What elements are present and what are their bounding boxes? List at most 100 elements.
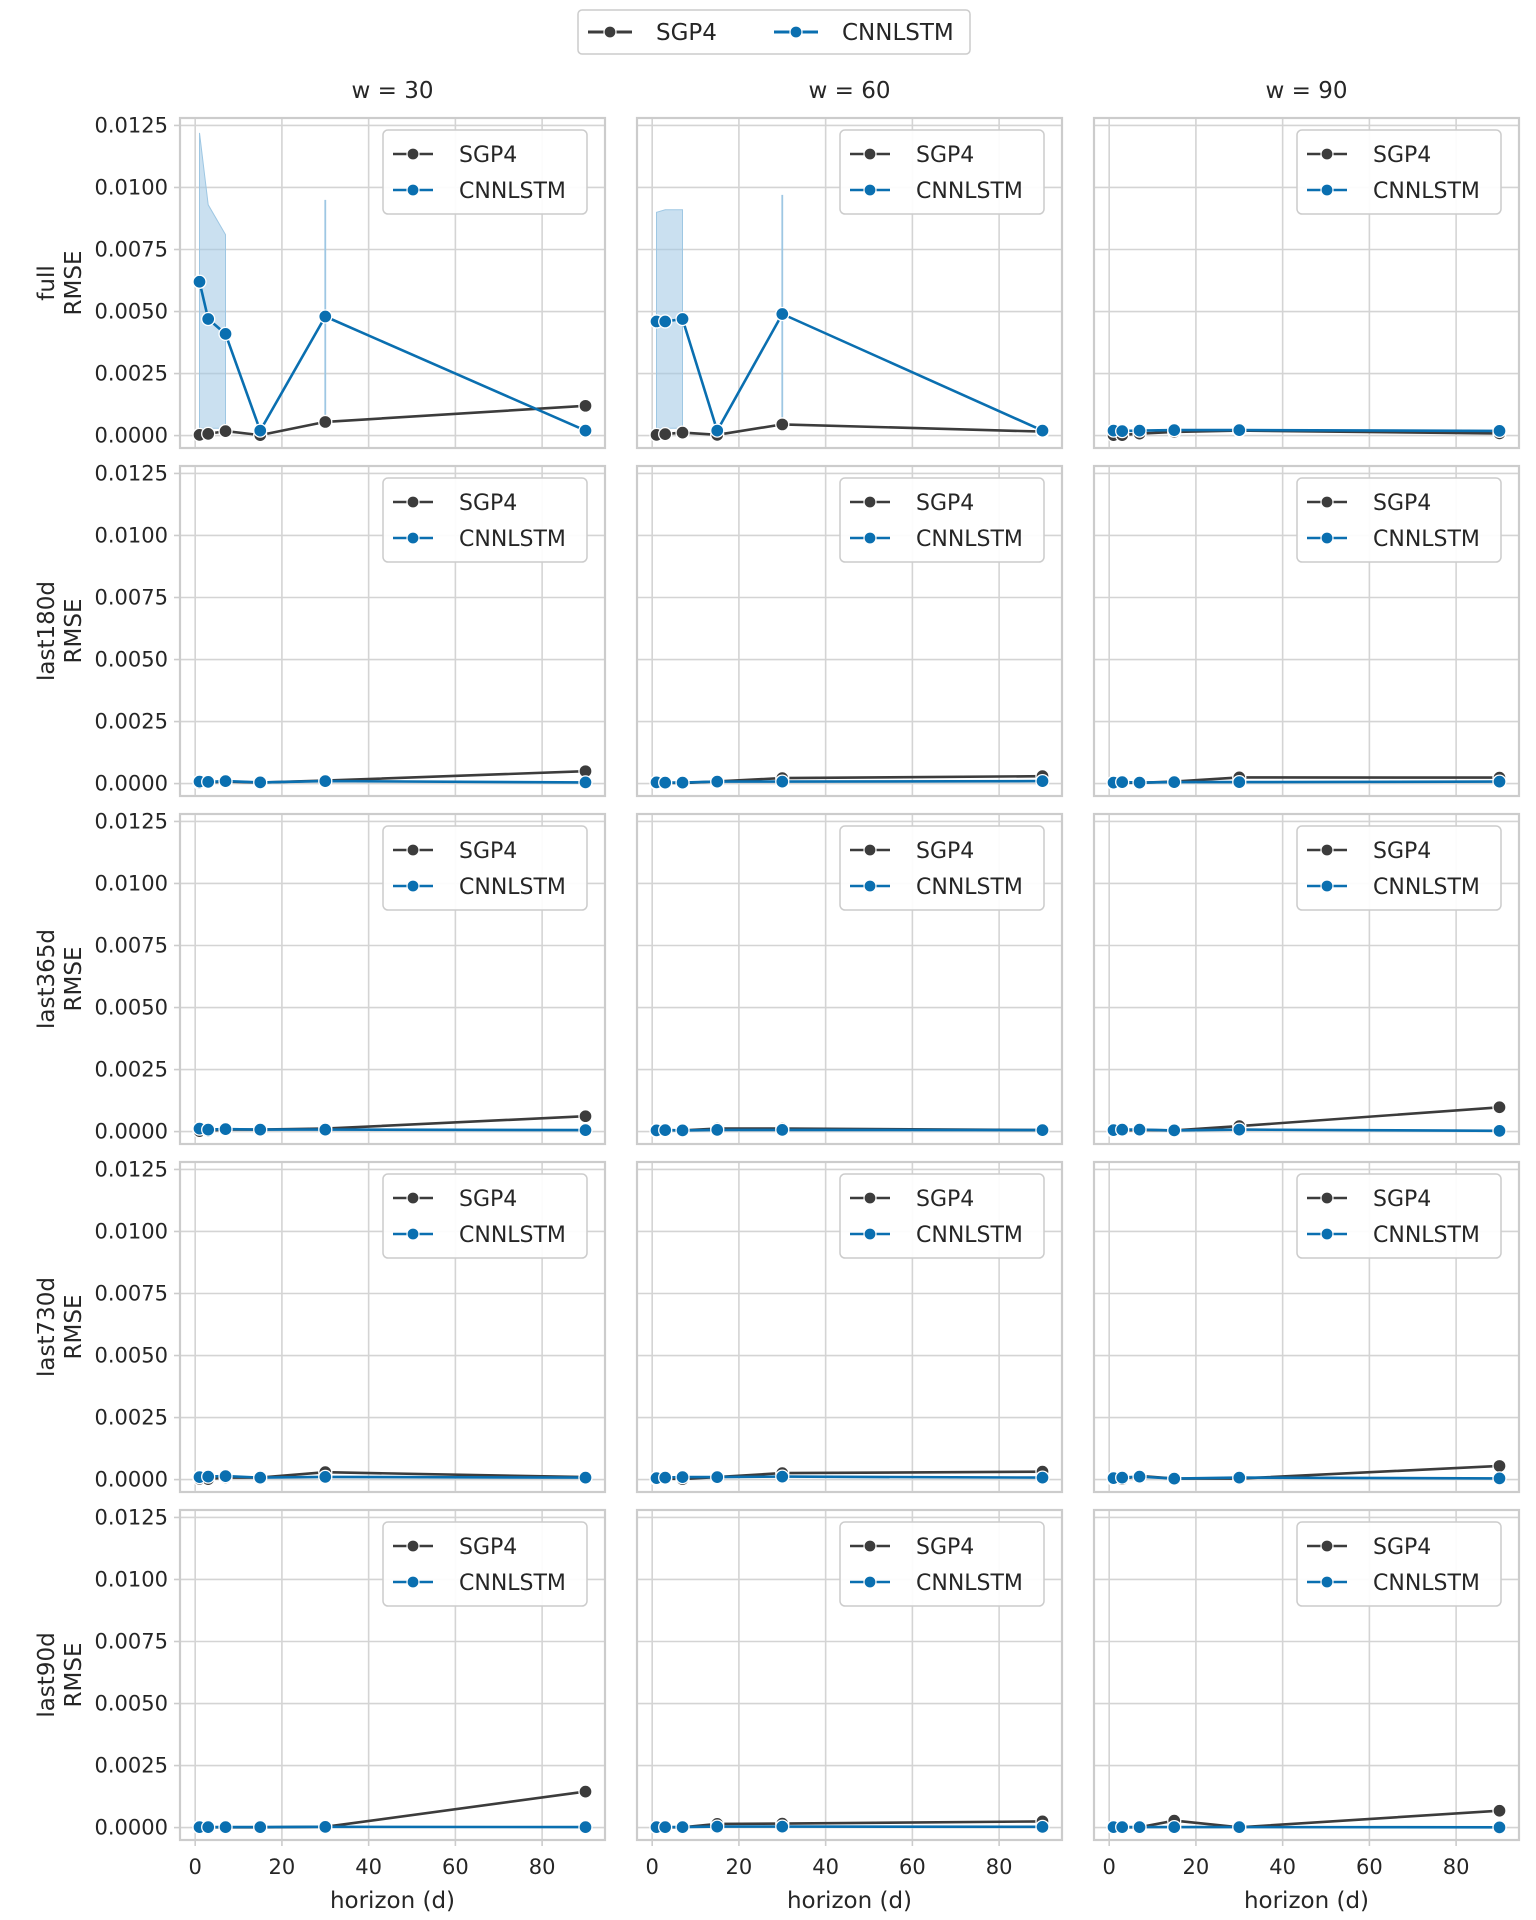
y-tick-label: 0.0100 — [95, 1219, 168, 1243]
panel-legend-marker-cnnlstm — [406, 1227, 420, 1241]
data-point-cnnlstm — [1492, 1471, 1507, 1486]
data-point-cnnlstm — [318, 1469, 333, 1485]
data-point-sgp4 — [578, 1109, 593, 1124]
data-point-cnnlstm — [1492, 423, 1507, 439]
data-point-cnnlstm — [253, 775, 268, 790]
data-point-cnnlstm — [1115, 1122, 1130, 1137]
data-point-sgp4 — [1492, 1458, 1507, 1474]
data-point-cnnlstm — [1167, 422, 1182, 438]
y-tick-label: 0.0025 — [95, 1754, 168, 1778]
y-tick-label: 0.0050 — [95, 300, 168, 324]
y-tick-label: 0.0025 — [95, 362, 168, 386]
panel-r4-c2: SGP4 CNNLSTM 0 20 40 60 80 horizon (d) — [1092, 1508, 1521, 1914]
data-point-cnnlstm — [1232, 1470, 1247, 1485]
panel-r3-c0: SGP4 CNNLSTM 0.0000 0.0025 0.0050 0.0075 0.010… — [34, 1157, 607, 1494]
y-tick-label: 0.0075 — [95, 238, 168, 262]
panel-frame — [178, 1508, 607, 1842]
panel-legend-frame — [839, 825, 1045, 911]
panel-legend-label-sgp4: SGP4 — [916, 143, 974, 168]
panel-frame — [635, 1508, 1064, 1842]
y-tick-label: 0.0000 — [95, 424, 168, 448]
figure-legend-label-cnnlstm: CNNLSTM — [842, 20, 954, 46]
panel-legend-label-cnnlstm: CNNLSTM — [459, 875, 566, 900]
panel-legend-marker-cnnlstm — [1320, 531, 1334, 545]
panel-frame — [635, 812, 1064, 1146]
data-point-cnnlstm — [675, 1819, 690, 1835]
data-point-cnnlstm — [218, 1121, 233, 1137]
row-label: full — [34, 265, 60, 300]
x-tick-label: 40 — [1269, 1855, 1296, 1879]
panel-r1-c0: SGP4 CNNLSTM 0.0000 0.0025 0.0050 0.0075 0.010… — [34, 461, 607, 798]
panel-legend-label-sgp4: SGP4 — [459, 839, 517, 864]
data-point-cnnlstm — [1115, 1819, 1130, 1835]
data-point-sgp4 — [201, 426, 216, 442]
data-point-cnnlstm — [710, 1122, 725, 1138]
data-point-cnnlstm — [1167, 1123, 1182, 1138]
data-point-cnnlstm — [775, 1469, 790, 1484]
y-axis-label: last365dRMSE — [34, 929, 87, 1029]
panel-r3-c2: SGP4 CNNLSTM — [1092, 1160, 1521, 1494]
figure-legend-label-sgp4: SGP4 — [656, 20, 717, 46]
panel-grid: SGP4 CNNLSTM w = 30 0.0000 0.0025 0.0050 0.007… — [34, 78, 1521, 1914]
y-tick-label: 0.0125 — [95, 113, 168, 137]
row-label: last730d — [34, 1277, 60, 1377]
y-tick-label: 0.0075 — [95, 586, 168, 610]
data-point-cnnlstm — [1132, 1819, 1147, 1835]
data-point-cnnlstm — [253, 1819, 268, 1835]
x-tick-label: 20 — [269, 1855, 296, 1879]
x-axis-label: horizon (d) — [787, 1888, 912, 1914]
data-point-sgp4 — [658, 426, 673, 442]
data-point-cnnlstm — [675, 1123, 690, 1138]
data-point-cnnlstm — [658, 775, 673, 790]
data-point-cnnlstm — [1035, 1819, 1050, 1834]
data-point-cnnlstm — [1115, 1470, 1130, 1485]
y-tick-label: 0.0025 — [95, 710, 168, 734]
panel-legend-marker-sgp4 — [406, 147, 420, 161]
panel-r2-c2: SGP4 CNNLSTM — [1092, 812, 1521, 1146]
panel-legend-marker-sgp4 — [1320, 495, 1334, 509]
data-point-cnnlstm — [775, 1122, 790, 1138]
panel-legend-marker-sgp4 — [1320, 1191, 1334, 1205]
panel-legend-marker-sgp4 — [406, 495, 420, 509]
data-point-cnnlstm — [318, 309, 333, 324]
y-tick-label: 0.0050 — [95, 996, 168, 1020]
y-axis-label: last180dRMSE — [34, 581, 87, 681]
row-label: last180d — [34, 581, 60, 681]
panel-legend-label-sgp4: SGP4 — [1373, 1535, 1431, 1560]
panel-legend-marker-sgp4 — [406, 843, 420, 857]
data-point-cnnlstm — [578, 1470, 593, 1485]
data-point-cnnlstm — [1035, 423, 1050, 438]
row-label: last365d — [34, 929, 60, 1029]
column-title: w = 30 — [352, 78, 434, 104]
panel-legend-marker-sgp4 — [863, 1539, 877, 1553]
panel-legend-label-cnnlstm: CNNLSTM — [916, 875, 1023, 900]
panel-legend-label-sgp4: SGP4 — [459, 143, 517, 168]
data-point-cnnlstm — [201, 1819, 216, 1835]
panel-legend-label-cnnlstm: CNNLSTM — [459, 1571, 566, 1596]
figure-legend-marker-cnnlstm — [789, 25, 803, 39]
panel-legend-marker-sgp4 — [863, 147, 877, 161]
panel-frame — [1092, 1508, 1521, 1842]
data-point-cnnlstm — [578, 423, 593, 438]
panel-legend-label-sgp4: SGP4 — [916, 491, 974, 516]
x-tick-label: 80 — [1443, 1855, 1470, 1879]
data-point-cnnlstm — [658, 1470, 673, 1485]
panel-legend-label-sgp4: SGP4 — [1373, 839, 1431, 864]
x-tick-label: 40 — [812, 1855, 839, 1879]
data-point-cnnlstm — [1492, 1123, 1507, 1138]
panel-legend-marker-sgp4 — [1320, 147, 1334, 161]
data-point-cnnlstm — [1035, 1470, 1050, 1485]
panel-legend-marker-cnnlstm — [406, 183, 420, 197]
panel-r0-c1: SGP4 CNNLSTM w = 60 — [635, 78, 1064, 450]
y-tick-label: 0.0125 — [95, 809, 168, 833]
panel-legend-marker-cnnlstm — [1320, 1575, 1334, 1589]
panel-legend-frame — [839, 1173, 1045, 1259]
panel-legend-label-sgp4: SGP4 — [459, 1187, 517, 1212]
data-point-cnnlstm — [1232, 1819, 1247, 1835]
panel-legend-frame — [382, 129, 588, 215]
data-point-cnnlstm — [1132, 423, 1147, 438]
panel-legend-label-sgp4: SGP4 — [459, 491, 517, 516]
y-tick-label: 0.0075 — [95, 1630, 168, 1654]
y-axis-metric: RMSE — [61, 1643, 87, 1708]
panel-legend-frame — [1296, 825, 1502, 911]
